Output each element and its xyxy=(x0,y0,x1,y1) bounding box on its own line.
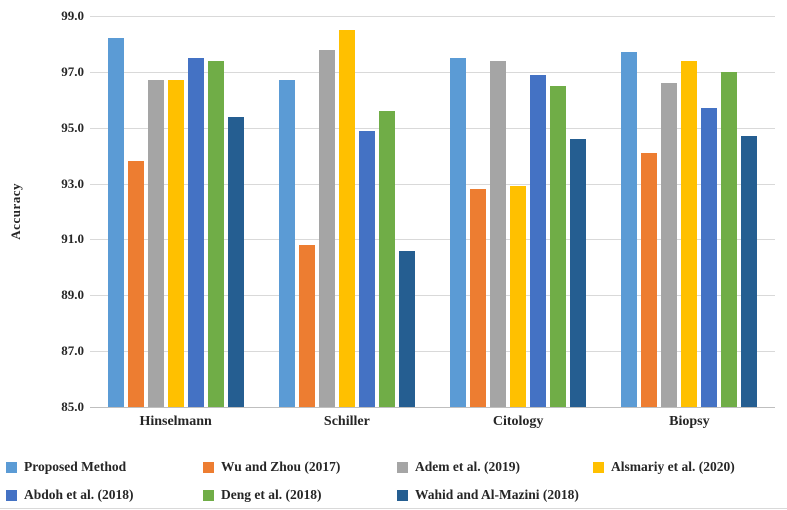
bar-group-citology xyxy=(450,16,587,407)
y-tick-label: 95.0 xyxy=(61,119,84,135)
bar xyxy=(641,152,658,407)
bar xyxy=(167,80,184,407)
y-tick-label: 87.0 xyxy=(61,343,84,359)
legend-item: Wahid and Al-Mazini (2018) xyxy=(397,487,579,503)
x-category-label: Hinselmann xyxy=(139,414,212,429)
bar-group-schiller xyxy=(278,16,415,407)
legend-label: Deng et al. (2018) xyxy=(221,487,322,502)
legend-item: Deng et al. (2018) xyxy=(203,487,321,503)
y-tick-label: 89.0 xyxy=(61,287,84,303)
y-tick-label: 99.0 xyxy=(61,8,84,23)
gridline xyxy=(90,71,775,73)
bar xyxy=(187,57,204,407)
bar xyxy=(227,116,244,407)
bar xyxy=(318,49,335,407)
bar xyxy=(621,52,638,407)
legend-swatch-icon xyxy=(203,489,214,501)
legend-swatch-icon xyxy=(6,461,17,473)
bar-group-hinselmann xyxy=(107,16,244,407)
legend-item: Wu and Zhou (2017) xyxy=(203,459,340,475)
figure-bottom-border xyxy=(0,508,787,509)
y-tick-label: 85.0 xyxy=(61,399,84,414)
bar xyxy=(550,85,567,407)
bar xyxy=(490,60,507,407)
y-tick-label: 93.0 xyxy=(61,175,84,191)
bar xyxy=(358,130,375,407)
x-category-label: Biopsy xyxy=(669,414,710,429)
bar xyxy=(378,111,395,407)
legend-swatch-icon xyxy=(397,489,408,501)
bar xyxy=(570,138,587,407)
x-axis-labels: Hinselmann Schiller Citology Biopsy xyxy=(90,414,775,430)
bar xyxy=(207,60,224,407)
bar xyxy=(298,245,315,407)
y-tick-label: 91.0 xyxy=(61,231,84,247)
bar xyxy=(510,186,527,407)
x-axis-line xyxy=(90,407,775,408)
legend-label: Adem et al. (2019) xyxy=(415,459,520,474)
legend-item: Proposed Method xyxy=(6,459,126,475)
gridline xyxy=(90,16,775,17)
x-category-label: Citology xyxy=(492,414,544,429)
bar xyxy=(470,189,487,407)
bar-group-biopsy xyxy=(621,16,758,407)
y-tick-label: 97.0 xyxy=(61,63,84,79)
bar xyxy=(107,38,124,407)
plot-area xyxy=(90,16,775,408)
bar xyxy=(147,80,164,407)
gridline xyxy=(90,183,775,185)
gridline xyxy=(90,351,775,353)
legend-label: Wahid and Al-Mazini (2018) xyxy=(415,487,579,502)
legend-label: Wu and Zhou (2017) xyxy=(221,459,341,474)
gridline xyxy=(90,239,775,241)
legend-label: Abdoh et al. (2018) xyxy=(24,487,134,502)
bar xyxy=(278,80,295,407)
bar xyxy=(450,57,467,407)
bar xyxy=(398,250,415,407)
legend-label: Alsmariy et al. (2020) xyxy=(611,459,735,474)
y-axis-title-text: Accuracy xyxy=(8,183,23,240)
legend-item: Adem et al. (2019) xyxy=(397,459,520,475)
bar xyxy=(701,108,718,407)
legend-item: Abdoh et al. (2018) xyxy=(6,487,134,503)
bar xyxy=(741,136,758,407)
legend-swatch-icon xyxy=(593,461,604,473)
legend-label: Proposed Method xyxy=(24,459,127,474)
legend-item: Alsmariy et al. (2020) xyxy=(593,459,735,475)
legend-swatch-icon xyxy=(6,489,17,501)
bar xyxy=(127,161,144,407)
gridline xyxy=(90,127,775,129)
bar xyxy=(530,74,547,407)
legend-swatch-icon xyxy=(397,461,408,473)
bar xyxy=(338,30,355,407)
bar xyxy=(681,60,698,407)
legend-swatch-icon xyxy=(203,461,214,473)
x-category-label: Schiller xyxy=(323,414,370,429)
gridline xyxy=(90,295,775,297)
bar xyxy=(721,71,738,407)
y-axis-title: Accuracy xyxy=(8,16,24,407)
bar xyxy=(661,83,678,407)
